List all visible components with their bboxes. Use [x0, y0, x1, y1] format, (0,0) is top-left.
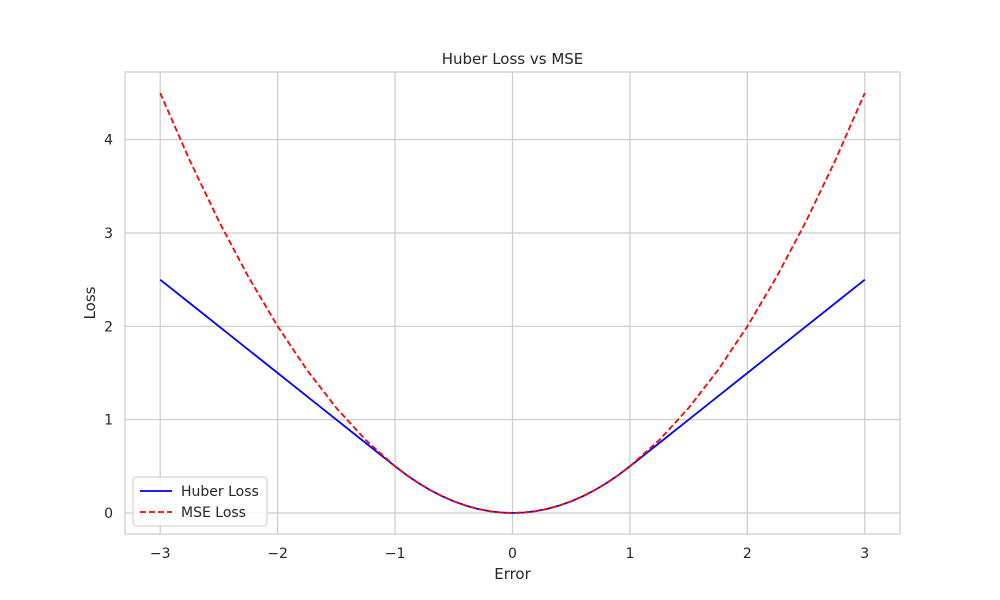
x-tick-label: 0 — [508, 546, 517, 562]
y-tick-label: 0 — [104, 506, 113, 522]
legend-label-huber-loss: Huber Loss — [181, 484, 259, 500]
x-tick-label: 3 — [860, 546, 869, 562]
x-tick-label: −3 — [150, 546, 171, 562]
chart-title: Huber Loss vs MSE — [442, 50, 584, 68]
x-axis-ticks: −3 −2 −1 0 1 2 3 — [150, 546, 869, 562]
y-tick-label: 2 — [104, 319, 113, 335]
y-axis-label: Loss — [81, 286, 99, 319]
series-line-mse-loss — [159, 92, 866, 514]
x-tick-label: −1 — [385, 546, 406, 562]
y-tick-label: 3 — [104, 226, 113, 242]
x-tick-label: 2 — [743, 546, 752, 562]
y-tick-label: 1 — [104, 413, 113, 429]
legend: Huber Loss MSE Loss — [132, 476, 268, 527]
y-axis-ticks: 0 1 2 3 4 — [104, 133, 113, 522]
x-tick-label: −2 — [267, 546, 288, 562]
legend-box — [132, 476, 268, 527]
series-line-huber-loss — [159, 278, 866, 514]
x-axis-label: Error — [494, 565, 531, 583]
legend-label-mse-loss: MSE Loss — [181, 505, 246, 521]
x-tick-label: 1 — [625, 546, 634, 562]
y-tick-label: 4 — [104, 133, 113, 149]
plot-frame — [124, 71, 901, 535]
series-layer — [159, 92, 866, 514]
